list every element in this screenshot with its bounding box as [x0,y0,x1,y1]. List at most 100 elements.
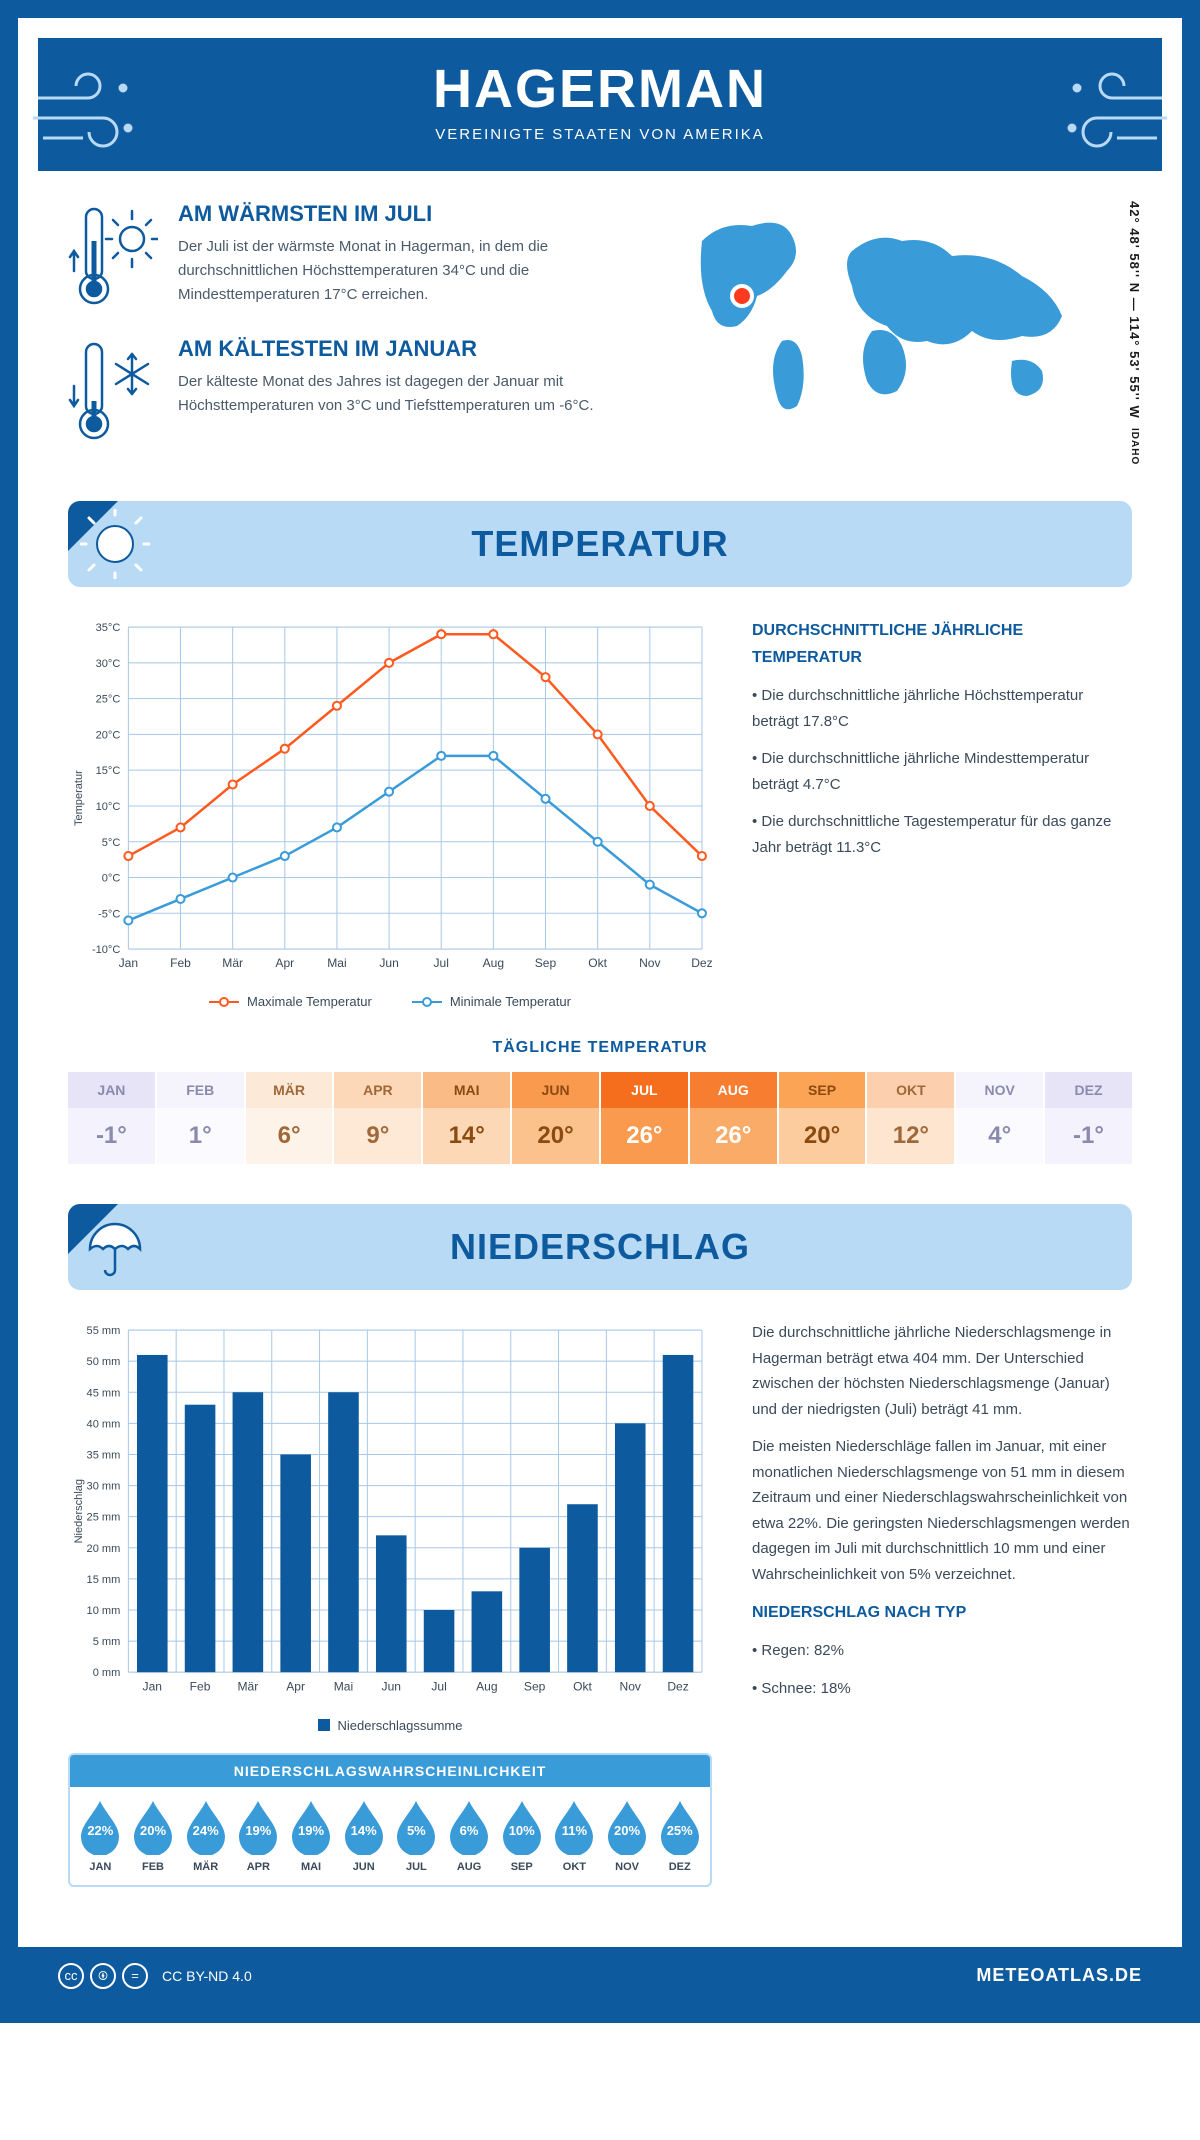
svg-text:Mär: Mär [237,1680,258,1694]
svg-text:Sep: Sep [535,956,557,970]
svg-text:Jun: Jun [382,1680,401,1694]
svg-text:20 mm: 20 mm [87,1543,121,1555]
svg-text:45 mm: 45 mm [87,1388,121,1400]
temp-banner: TEMPERATUR [68,501,1132,587]
thermometer-cold-icon [68,336,158,446]
wind-icon [1052,68,1172,158]
svg-text:Temperatur: Temperatur [73,770,85,826]
precip-legend: Niederschlagssumme [68,1718,712,1733]
month-cell: MÄR 6° [246,1072,335,1164]
precip-side-text: Die durchschnittliche jährliche Niedersc… [752,1320,1132,1886]
temp-legend: .legend-item:nth-child(1) .legend-line::… [68,994,712,1009]
prob-box: NIEDERSCHLAGSWAHRSCHEINLICHKEIT 22% JAN … [68,1753,712,1887]
svg-text:Nov: Nov [620,1680,641,1694]
month-cell: JUL 26° [601,1072,690,1164]
svg-text:Jan: Jan [119,956,138,970]
svg-text:35 mm: 35 mm [87,1450,121,1462]
svg-text:Mai: Mai [334,1680,353,1694]
sun-icon [80,509,150,579]
svg-text:10°C: 10°C [96,801,121,813]
svg-text:Apr: Apr [286,1680,305,1694]
svg-text:Nov: Nov [639,956,660,970]
svg-text:-5°C: -5°C [98,908,120,920]
svg-text:Aug: Aug [483,956,504,970]
daily-heading: TÄGLICHE TEMPERATUR [68,1039,1132,1057]
svg-text:Dez: Dez [691,956,712,970]
prob-drop: 20% FEB [129,1799,178,1873]
content: AM WÄRMSTEN IM JULI Der Juli ist der wär… [18,171,1182,1947]
prob-drop: 19% MAI [287,1799,336,1873]
svg-text:Okt: Okt [588,956,607,970]
svg-text:25°C: 25°C [96,694,121,706]
warmest-title: AM WÄRMSTEN IM JULI [178,201,632,227]
world-map-icon [672,201,1092,421]
page-title: HAGERMAN [38,58,1162,120]
month-cell: APR 9° [334,1072,423,1164]
svg-text:55 mm: 55 mm [87,1325,121,1337]
svg-text:30°C: 30°C [96,658,121,670]
svg-text:0 mm: 0 mm [93,1667,121,1679]
month-cell: NOV 4° [956,1072,1045,1164]
svg-text:Dez: Dez [667,1680,688,1694]
page-frame: HAGERMAN VEREINIGTE STAATEN VON AMERIKA [0,0,1200,2023]
footer-license: cc 🅯 = CC BY-ND 4.0 [58,1963,252,1989]
svg-text:25 mm: 25 mm [87,1512,121,1524]
top-row: AM WÄRMSTEN IM JULI Der Juli ist der wär… [68,201,1132,471]
svg-text:Mär: Mär [222,956,243,970]
precip-chart: 0 mm 5 mm 10 mm 15 mm 20 mm 25 mm 30 mm 35 mm 40… [68,1320,712,1886]
temp-section-title: TEMPERATUR [108,523,1092,565]
cc-icons: cc 🅯 = [58,1963,148,1989]
temp-facts: AM WÄRMSTEN IM JULI Der Juli ist der wär… [68,201,632,471]
svg-text:10 mm: 10 mm [87,1605,121,1617]
month-cell: MAI 14° [423,1072,512,1164]
svg-text:-10°C: -10°C [92,944,120,956]
svg-text:30 mm: 30 mm [87,1481,121,1493]
svg-text:50 mm: 50 mm [87,1356,121,1368]
prob-drop: 25% DEZ [655,1799,704,1873]
coldest-title: AM KÄLTESTEN IM JANUAR [178,336,632,362]
prob-drop: 10% SEP [497,1799,546,1873]
svg-text:Jan: Jan [143,1680,162,1694]
prob-drop: 19% APR [234,1799,283,1873]
thermometer-hot-icon [68,201,158,311]
svg-text:Okt: Okt [573,1680,592,1694]
svg-text:15°C: 15°C [96,765,121,777]
prob-title: NIEDERSCHLAGSWAHRSCHEINLICHKEIT [70,1755,710,1787]
temp-chart-row: -10°C-5°C0°C5°C10°C15°C20°C25°C30°C35°CJ… [68,617,1132,1009]
prob-drop: 11% OKT [550,1799,599,1873]
prob-drop: 14% JUN [339,1799,388,1873]
wind-icon [28,68,148,158]
month-cell: AUG 26° [690,1072,779,1164]
svg-text:Aug: Aug [476,1680,497,1694]
svg-text:Jul: Jul [434,956,449,970]
svg-text:20°C: 20°C [96,729,121,741]
precip-chart-row: 0 mm 5 mm 10 mm 15 mm 20 mm 25 mm 30 mm 35 mm 40… [68,1320,1132,1886]
month-cell: SEP 20° [779,1072,868,1164]
svg-text:5 mm: 5 mm [93,1636,121,1648]
prob-drop: 22% JAN [76,1799,125,1873]
by-icon: 🅯 [90,1963,116,1989]
coldest-body: Der kälteste Monat des Jahres ist dagege… [178,370,632,418]
nd-icon: = [122,1963,148,1989]
svg-text:40 mm: 40 mm [87,1419,121,1431]
map-wrap: 42° 48' 58'' N — 114° 53' 55'' W IDAHO [672,201,1132,471]
daily-temp-grid: JAN -1° FEB 1° MÄR 6° APR 9° MAI 14° JUN… [68,1072,1132,1164]
month-cell: OKT 12° [867,1072,956,1164]
warmest-body: Der Juli ist der wärmste Monat in Hagerm… [178,235,632,307]
svg-text:Apr: Apr [275,956,294,970]
prob-drop: 5% JUL [392,1799,441,1873]
svg-text:5°C: 5°C [102,837,121,849]
svg-text:Jun: Jun [379,956,398,970]
prob-drop: 20% NOV [603,1799,652,1873]
svg-text:15 mm: 15 mm [87,1574,121,1586]
svg-text:Jul: Jul [431,1680,446,1694]
month-cell: FEB 1° [157,1072,246,1164]
precip-banner: NIEDERSCHLAG [68,1204,1132,1290]
cc-icon: cc [58,1963,84,1989]
svg-text:0°C: 0°C [102,873,121,885]
header: HAGERMAN VEREINIGTE STAATEN VON AMERIKA [38,38,1162,171]
month-cell: JAN -1° [68,1072,157,1164]
footer-brand: METEOATLAS.DE [976,1965,1142,1986]
temp-side-text: DURCHSCHNITTLICHE JÄHRLICHE TEMPERATUR •… [752,617,1132,1009]
svg-text:Feb: Feb [170,956,191,970]
